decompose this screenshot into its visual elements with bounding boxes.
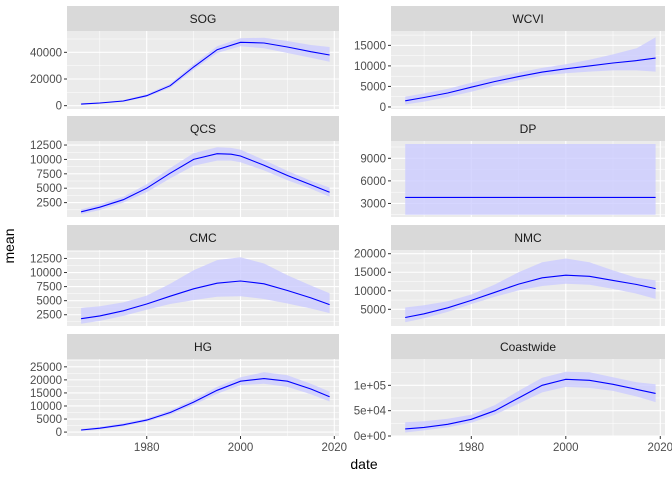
y-tick-label: 12500	[30, 140, 62, 152]
panel-title: Coastwide	[500, 340, 556, 354]
y-tick-label: 10000	[30, 401, 62, 413]
panel-title: WCVI	[512, 12, 543, 26]
y-tick-label: 6000	[360, 176, 386, 188]
y-tick-label: 5000	[36, 296, 62, 308]
mean-line	[81, 280, 330, 320]
y-tick-label: 7500	[36, 169, 62, 181]
y-tick-label: 15000	[30, 388, 62, 400]
y-tick-label: 0	[380, 102, 386, 114]
mean-line	[81, 41, 330, 105]
panel-strip	[391, 116, 665, 141]
x-axis-title: date	[350, 456, 377, 472]
mean-line	[405, 57, 656, 102]
panel-strip	[391, 334, 665, 359]
mean-line	[405, 274, 656, 319]
x-tick-label: 2000	[553, 442, 579, 454]
x-tick-label: 1980	[459, 442, 485, 454]
panel-title: NMC	[514, 231, 542, 245]
panel-dp: DP 3000 6000 9000	[360, 116, 665, 217]
panel-wcvi: WCVI 0 5000 10000 15000	[354, 6, 665, 114]
mean-line	[80, 153, 330, 213]
panel-title: SOG	[190, 12, 217, 26]
mean-line	[81, 378, 330, 431]
panel-coastwide: Coastwide 0e+00 5e+04 1e+05 1980 2000 2020	[354, 334, 672, 454]
panel-title: QCS	[190, 122, 216, 136]
x-tick-label: 2000	[228, 442, 254, 454]
panel-strip	[67, 116, 339, 141]
confidence-ribbon	[405, 371, 656, 433]
y-tick-label: 5000	[360, 81, 386, 93]
panel-strip	[391, 6, 665, 31]
y-tick-label: 10000	[354, 286, 386, 298]
panels-layer: SOG02000040000WCVI050001000015000QCS2500…	[30, 6, 672, 454]
y-tick-label: 12500	[30, 253, 62, 265]
y-tick-label: 20000	[30, 375, 62, 387]
y-tick-label: 25000	[30, 362, 62, 374]
y-tick-label: 20000	[30, 74, 62, 86]
panel-title: HG	[194, 340, 212, 354]
x-tick-label: 2020	[647, 442, 672, 454]
y-tick-label: 2500	[36, 310, 62, 322]
y-tick-label: 10000	[30, 154, 62, 166]
panel-strip	[67, 225, 339, 250]
confidence-ribbon	[405, 144, 656, 215]
panel-title: CMC	[189, 231, 217, 245]
y-tick-label: 2500	[36, 198, 62, 210]
y-tick-label: 40000	[30, 47, 62, 59]
y-tick-label: 3000	[360, 198, 386, 210]
y-tick-label: 0	[56, 101, 62, 113]
panel-cmc: CMC 2500 5000 7500 10000 12500	[30, 225, 339, 326]
mean-line	[405, 378, 656, 430]
y-tick-label: 7500	[36, 282, 62, 294]
y-tick-label: 9000	[360, 153, 386, 165]
y-tick-label: 15000	[354, 40, 386, 52]
y-tick-label: 0e+00	[354, 431, 386, 443]
panel-strip	[67, 6, 339, 31]
y-tick-label: 5e+04	[354, 406, 387, 418]
y-tick-label: 0	[56, 427, 62, 439]
panel-sog: SOG 0 20000 40000	[30, 6, 339, 113]
y-tick-label: 10000	[354, 61, 386, 73]
y-tick-label: 15000	[354, 267, 386, 279]
x-tick-label: 2020	[322, 442, 348, 454]
y-tick-label: 5000	[36, 183, 62, 195]
y-axis-title: mean	[1, 228, 17, 263]
y-tick-label: 5000	[36, 414, 62, 426]
y-tick-label: 20000	[354, 249, 386, 261]
panel-strip	[67, 334, 339, 359]
panel-nmc: NMC 5000 10000 15000 20000	[354, 225, 665, 326]
confidence-ribbon	[81, 147, 330, 215]
panel-qcs: QCS 2500 5000 7500 10000 12500	[30, 116, 339, 217]
x-tick-label: 1980	[134, 442, 160, 454]
confidence-ribbon	[81, 257, 330, 324]
confidence-ribbon	[81, 37, 330, 105]
panel-title: DP	[520, 122, 537, 136]
panel-background	[67, 31, 339, 109]
panel-strip	[391, 225, 665, 250]
y-tick-label: 5000	[360, 304, 386, 316]
y-tick-label: 1e+05	[354, 380, 386, 392]
y-tick-label: 10000	[30, 268, 62, 280]
confidence-ribbon	[405, 258, 656, 323]
